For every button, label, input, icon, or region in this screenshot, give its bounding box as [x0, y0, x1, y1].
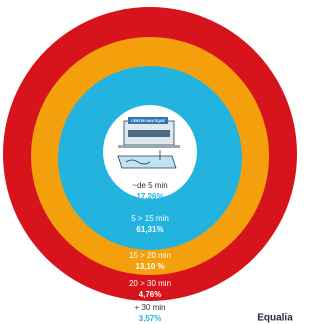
- ring-label: ~de 5 min: [132, 181, 167, 190]
- ring-label: 15 > 20 min: [129, 251, 171, 260]
- page: {"sign": "CENTRE NAUTIQUE", "rings": [ {…: [0, 0, 299, 324]
- ring-share: 17,26%: [136, 192, 163, 201]
- ring-share: 4,76%: [139, 290, 162, 299]
- ring-share: 3,57%: [139, 314, 162, 323]
- sign-text: CENTRE NAUTIQUE: [131, 119, 165, 123]
- ring-share: 61,31%: [136, 225, 163, 234]
- logo: Equalia: [257, 313, 293, 324]
- ring-share: 13,10 %: [135, 262, 164, 271]
- diagram: CENTRE NAUTIQUE ~de 5 min 17,26% 5 > 15 mi…: [0, 0, 299, 324]
- ring-label: 20 > 30 min: [129, 279, 171, 288]
- ring-label: + 30 min: [135, 303, 166, 312]
- building-illustration: CENTRE NAUTIQUE: [118, 117, 180, 168]
- ring-label: 5 > 15 min: [131, 214, 169, 223]
